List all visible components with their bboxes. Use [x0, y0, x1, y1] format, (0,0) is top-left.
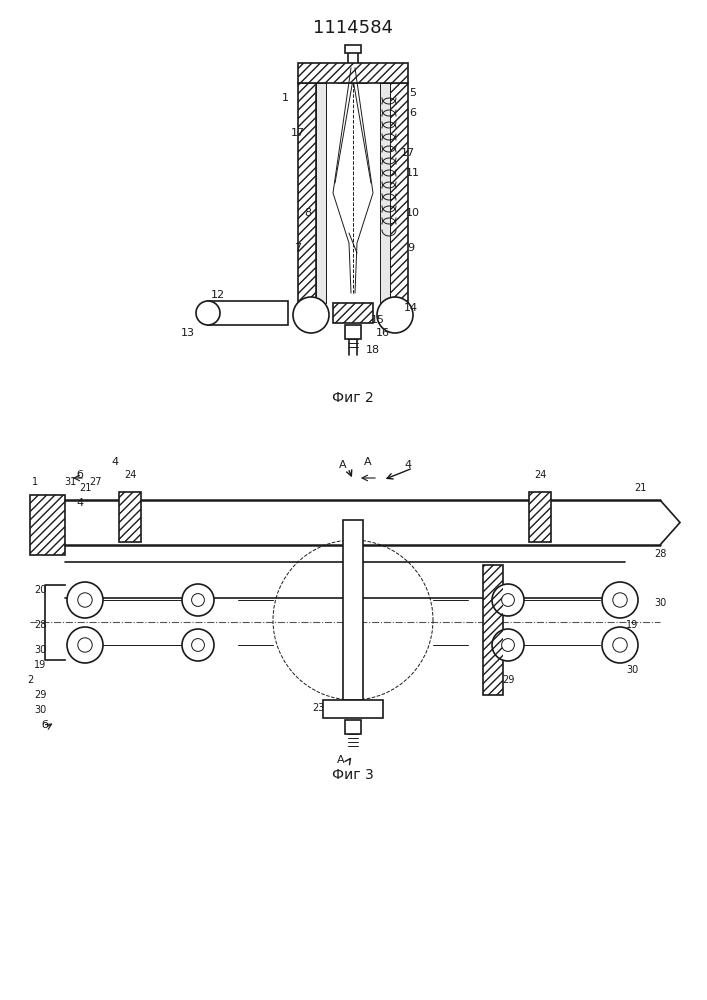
Text: 8: 8: [305, 208, 312, 218]
Text: Фиг 3: Фиг 3: [332, 768, 374, 782]
Circle shape: [192, 594, 204, 606]
Text: 22: 22: [362, 703, 374, 713]
Text: 28: 28: [654, 549, 666, 559]
Text: 29: 29: [626, 645, 638, 655]
Text: A: A: [339, 460, 347, 470]
Bar: [119, 492, 141, 542]
Circle shape: [196, 301, 220, 325]
Bar: [208, 301, 288, 325]
Text: 19: 19: [626, 620, 638, 630]
Text: 16: 16: [376, 328, 390, 338]
Bar: [390, 83, 408, 303]
Bar: [529, 492, 551, 542]
Bar: [333, 303, 373, 323]
Text: A: A: [364, 457, 372, 467]
Circle shape: [293, 297, 329, 333]
Text: 12: 12: [211, 290, 225, 300]
Text: 31: 31: [64, 477, 76, 487]
Text: 17: 17: [401, 148, 415, 158]
Text: б: б: [42, 720, 49, 730]
Bar: [345, 325, 361, 339]
Bar: [30, 495, 65, 555]
Circle shape: [501, 594, 515, 606]
Text: 2: 2: [27, 675, 33, 685]
Text: 20: 20: [507, 635, 519, 645]
Bar: [316, 83, 326, 303]
Bar: [380, 83, 390, 303]
Bar: [298, 83, 316, 303]
Text: 13: 13: [181, 328, 195, 338]
Text: 5: 5: [409, 88, 416, 98]
Circle shape: [182, 584, 214, 616]
Text: 30: 30: [654, 598, 666, 608]
Text: 7: 7: [294, 243, 302, 253]
Circle shape: [492, 584, 524, 616]
Text: 28: 28: [34, 620, 46, 630]
Text: 24: 24: [124, 470, 136, 480]
Text: 1: 1: [32, 477, 38, 487]
Bar: [119, 492, 141, 542]
Text: 4: 4: [404, 460, 411, 470]
Circle shape: [67, 582, 103, 618]
Circle shape: [78, 638, 92, 652]
Bar: [339, 65, 367, 83]
Bar: [483, 565, 503, 695]
Text: 30: 30: [34, 645, 46, 655]
Bar: [390, 83, 408, 303]
Text: 24: 24: [534, 470, 547, 480]
Circle shape: [613, 593, 627, 607]
Bar: [298, 63, 408, 83]
Circle shape: [78, 593, 92, 607]
Text: 30: 30: [34, 705, 46, 715]
Bar: [343, 520, 363, 700]
Circle shape: [192, 639, 204, 651]
Text: б: б: [76, 470, 83, 480]
Circle shape: [613, 638, 627, 652]
Text: 27: 27: [89, 477, 101, 487]
Text: 1114584: 1114584: [313, 19, 393, 37]
Text: 28: 28: [619, 585, 631, 595]
Text: 21: 21: [78, 483, 91, 493]
Bar: [298, 63, 408, 83]
Bar: [529, 492, 551, 542]
Text: Фиг 2: Фиг 2: [332, 391, 374, 405]
Text: 18: 18: [366, 345, 380, 355]
Text: 11: 11: [406, 168, 420, 178]
Text: A: A: [337, 755, 345, 765]
Bar: [298, 83, 316, 303]
Circle shape: [492, 629, 524, 661]
Bar: [333, 303, 373, 323]
Text: 29: 29: [502, 675, 514, 685]
Text: 15: 15: [371, 315, 385, 325]
Text: 19: 19: [34, 660, 46, 670]
Text: 9: 9: [407, 243, 414, 253]
Text: 21: 21: [633, 483, 646, 493]
Circle shape: [602, 582, 638, 618]
Bar: [345, 45, 361, 53]
Text: 20: 20: [34, 585, 46, 595]
Bar: [323, 700, 383, 718]
Circle shape: [501, 639, 515, 651]
Circle shape: [182, 629, 214, 661]
Text: 1: 1: [281, 93, 288, 103]
Text: 17: 17: [291, 128, 305, 138]
Text: 14: 14: [404, 303, 418, 313]
Bar: [345, 720, 361, 734]
Circle shape: [67, 627, 103, 663]
Text: 4: 4: [112, 457, 119, 467]
Bar: [483, 565, 503, 695]
Text: 30: 30: [626, 665, 638, 675]
Text: 4: 4: [76, 497, 83, 508]
Text: 29: 29: [34, 690, 46, 700]
Circle shape: [377, 297, 413, 333]
Text: 23: 23: [312, 703, 325, 713]
Text: 6: 6: [409, 108, 416, 118]
Bar: [30, 495, 65, 555]
Circle shape: [602, 627, 638, 663]
Text: 10: 10: [406, 208, 420, 218]
